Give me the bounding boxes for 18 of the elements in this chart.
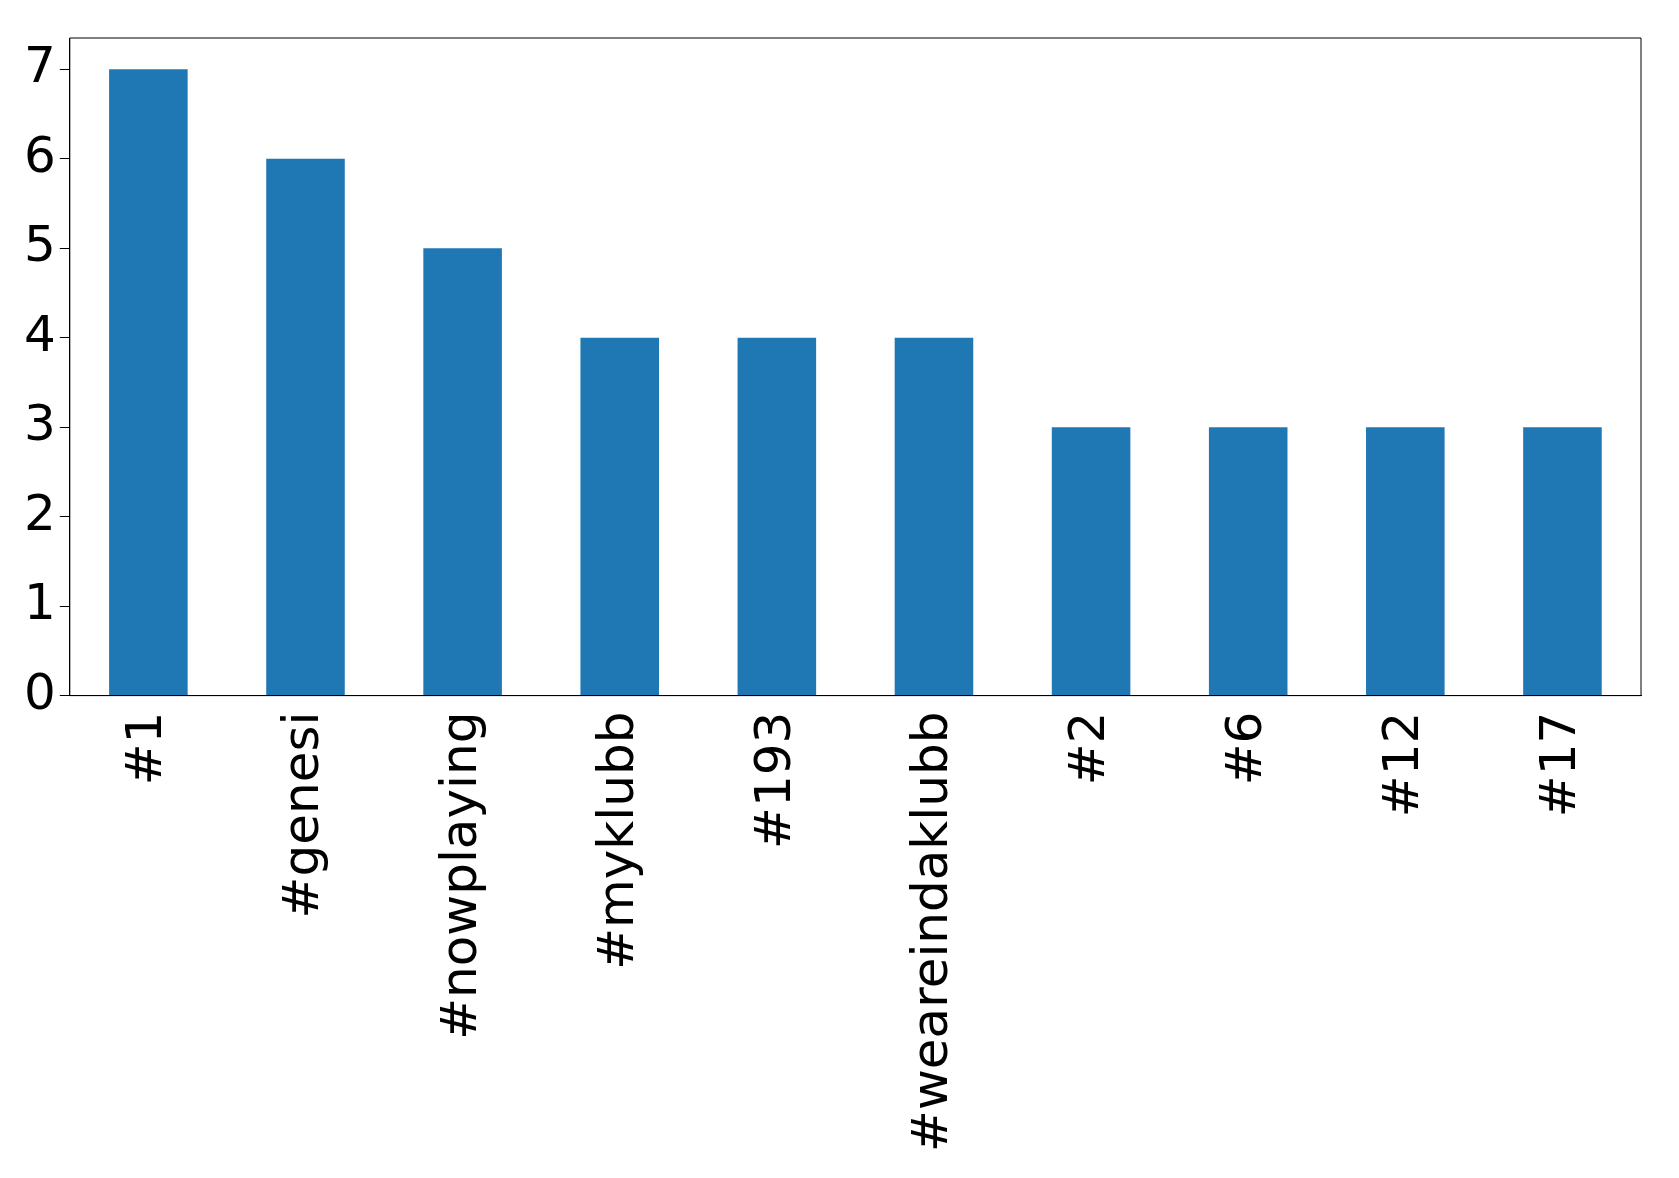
y-tick-label: 6 [24, 125, 56, 184]
x-tick-label: #nowplaying [429, 711, 488, 1040]
y-tick-label: 7 [24, 36, 56, 95]
x-tick-label: #weareindaklubb [900, 711, 959, 1153]
x-tick-label: #myklubb [586, 711, 645, 970]
x-tick-label: #6 [1215, 711, 1274, 786]
y-tick-label: 4 [24, 304, 56, 363]
y-tick-label: 3 [24, 394, 56, 453]
x-tick-label: #193 [743, 711, 802, 849]
y-tick-label: 1 [24, 573, 56, 632]
x-tick-label: #genesi [272, 711, 331, 919]
y-tick-label: 5 [24, 215, 56, 274]
y-tick-label: 2 [24, 483, 56, 542]
x-tick-label: #12 [1372, 711, 1431, 818]
x-tick-label: #1 [115, 711, 174, 786]
x-tick-label: #2 [1058, 711, 1117, 786]
y-tick-label: 0 [24, 662, 56, 721]
x-tick-label: #17 [1529, 711, 1588, 818]
